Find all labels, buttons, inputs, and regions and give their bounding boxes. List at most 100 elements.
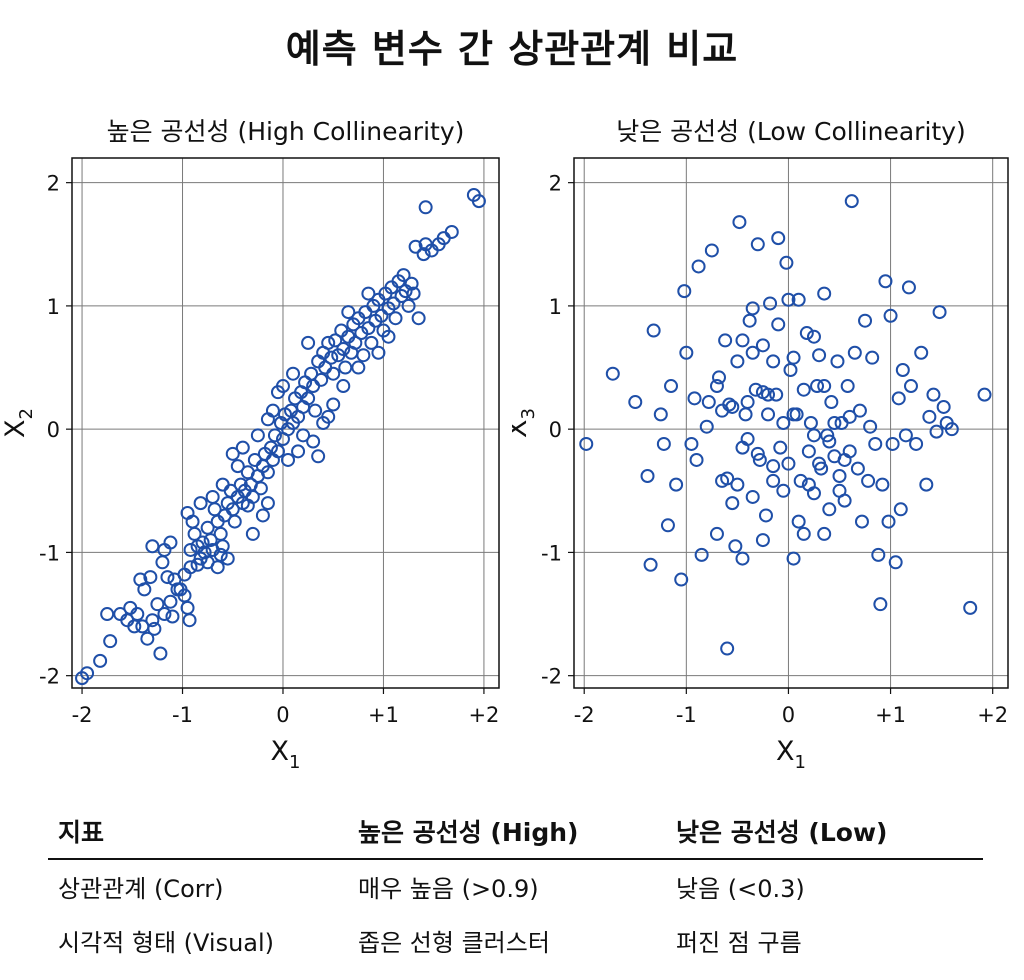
x-axis-label: X1: [271, 736, 301, 773]
scatter-point: [850, 461, 865, 476]
scatter-point: [418, 200, 433, 215]
scatter-point: [674, 572, 689, 587]
scatter-point: [225, 446, 240, 461]
scatter-point: [396, 268, 411, 283]
scatter-point: [416, 247, 431, 262]
scatter-point: [810, 379, 825, 394]
scatter-point: [381, 329, 396, 344]
scatter-point: [766, 354, 781, 369]
scatter-point: [745, 345, 760, 360]
scatter-point: [783, 363, 798, 377]
table-row: 상관관계 (Corr) 매우 높음 (>0.9) 낮음 (<0.3): [48, 860, 983, 914]
row-corr-low: 낮음 (<0.3): [676, 875, 805, 903]
scatter-point: [311, 449, 326, 464]
scatter-point: [267, 428, 282, 443]
y-axis-label: X2: [0, 408, 37, 438]
scatter-point: [779, 255, 794, 270]
x-tick-label: 0: [782, 703, 795, 727]
scatter-point: [881, 514, 896, 529]
scatter-points: [75, 187, 486, 686]
scatter-point: [888, 555, 903, 570]
scatter-point: [699, 419, 714, 434]
table-header-row: 지표 높은 공선성 (High) 낮은 공선성 (Low): [48, 808, 983, 860]
scatter-point: [895, 363, 910, 377]
scatter-point: [842, 409, 857, 424]
scatter-point: [308, 403, 323, 418]
scatter-point: [628, 395, 643, 410]
scatter-point: [180, 600, 195, 615]
scatter-point: [732, 215, 747, 230]
scatter-point: [153, 646, 168, 661]
scatter-point: [687, 391, 702, 406]
scatter-point: [914, 345, 929, 360]
scatter-point: [190, 557, 205, 572]
scatter-point: [854, 514, 869, 529]
scatter-plot-high: 높은 공선성 (High Collinearity) -2 -1 0 +1 +2 -2 -1 0…: [0, 117, 500, 773]
row-visual-high: 좁은 선형 클러스터: [358, 929, 550, 957]
scatter-point: [791, 292, 806, 307]
header-high: 높은 공선성 (High): [358, 818, 579, 847]
scatter-point: [822, 502, 837, 517]
scatter-point: [786, 350, 801, 365]
scatter-point: [730, 477, 745, 492]
scatter-point: [324, 350, 339, 365]
scatter-point: [728, 539, 743, 554]
scatter-point: [127, 619, 142, 634]
header-low: 낮은 공선성 (Low): [676, 818, 888, 847]
scatter-point: [718, 333, 733, 348]
scatter-point: [763, 296, 778, 311]
scatter-point: [715, 403, 730, 418]
scatter-point: [213, 547, 228, 562]
scatter-point: [936, 399, 951, 414]
scatter-point: [444, 224, 459, 239]
scatter-point: [977, 387, 992, 402]
scatter-point: [738, 407, 753, 422]
scatter-point: [919, 477, 934, 492]
scatter-point: [858, 313, 873, 328]
scatter-point: [735, 551, 750, 566]
scatter-point: [735, 333, 750, 348]
scatter-point: [820, 428, 835, 443]
scatter-point: [215, 477, 230, 492]
scatter-point: [286, 366, 301, 381]
scatter-point: [321, 409, 336, 424]
x-tick-label: +2: [468, 703, 499, 727]
scatter-point: [182, 613, 197, 628]
scatter-point: [656, 436, 671, 451]
plot-frame: [71, 157, 500, 689]
scatter-point: [806, 428, 821, 443]
scatter-point: [963, 600, 978, 615]
scatter-point: [694, 547, 709, 562]
scatter-point: [80, 666, 95, 681]
scatter-point: [361, 286, 376, 301]
scatter-point: [137, 582, 152, 597]
scatter-point: [386, 296, 401, 311]
row-corr-metric: 상관관계 (Corr): [58, 875, 224, 903]
scatter-point: [832, 483, 847, 498]
scatter-point: [205, 489, 220, 504]
scatter-point: [374, 308, 389, 323]
scatter-point: [215, 539, 230, 554]
header-metric: 지표: [58, 818, 105, 847]
scatter-point: [898, 428, 913, 443]
scatter-point: [197, 545, 212, 560]
scatter-point: [806, 329, 821, 344]
scatter-point: [684, 436, 699, 451]
scatter-point: [220, 551, 235, 566]
scatter-point: [401, 298, 416, 313]
scatter-point: [640, 469, 655, 483]
scatter-point: [691, 259, 706, 274]
scatter-point: [766, 459, 781, 474]
scatter-point: [786, 407, 801, 422]
scatter-point: [871, 547, 886, 562]
scatter-point: [371, 345, 386, 360]
scatter-point: [909, 436, 924, 451]
scatter-point: [771, 317, 786, 332]
scatter-point: [932, 305, 947, 320]
scatter-point: [801, 444, 816, 459]
scatter-point: [817, 526, 832, 541]
scatter-point: [720, 471, 735, 486]
scatter-point: [260, 496, 275, 511]
scatter-point: [326, 366, 341, 381]
y-tick-label: 0: [549, 418, 562, 442]
